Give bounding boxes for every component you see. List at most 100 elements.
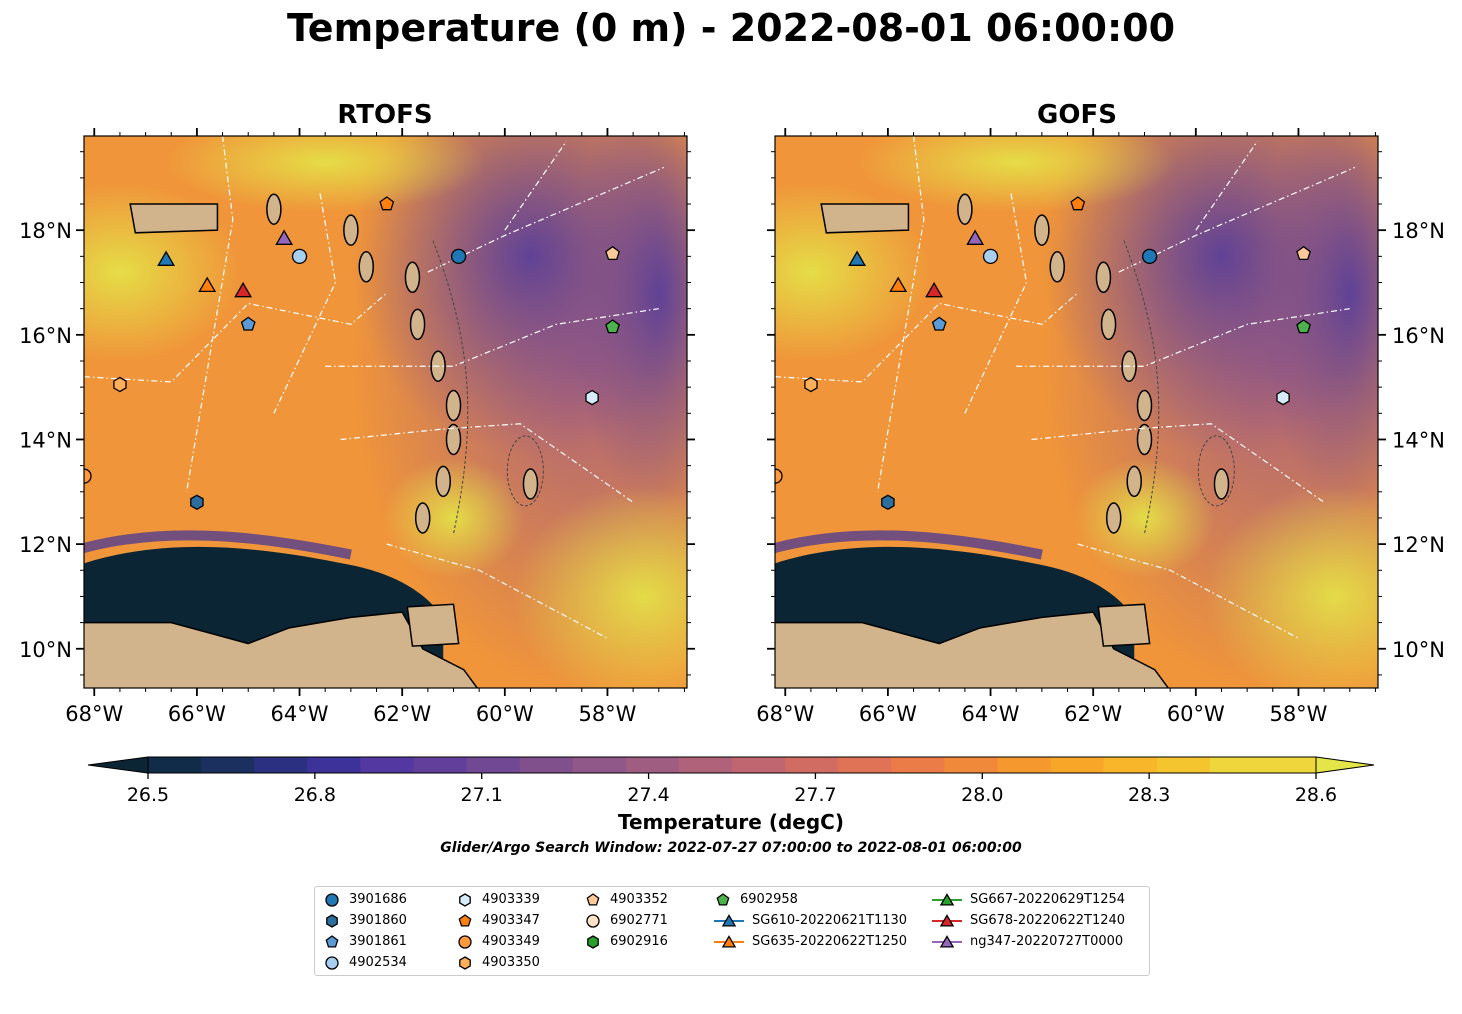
island — [1136, 423, 1153, 456]
legend-marker — [459, 893, 471, 907]
marker-4903352 — [1296, 245, 1311, 261]
legend-item: ng347-20220727T0000 — [932, 933, 1123, 951]
legend-label: SG610-20220621T1130 — [752, 913, 908, 928]
legend-item: 4903339 — [456, 891, 540, 909]
colorbar-max-extension — [1315, 756, 1375, 774]
marker-4903339 — [585, 389, 599, 406]
marker-SG678-20220622T1240 — [234, 281, 253, 298]
eez-boundary — [1195, 140, 1258, 231]
colorbar-segment — [785, 757, 839, 773]
x-tick-label: 66°W — [168, 702, 226, 726]
colorbar: 26.5 26.8 27.1 27.4 27.7 28.0 28.3 28.6 — [87, 756, 1375, 806]
legend-item: 6902916 — [584, 933, 668, 951]
colorbar-segment — [360, 757, 414, 773]
legend-label: ng347-20220727T0000 — [970, 934, 1124, 949]
legend-marker — [939, 914, 955, 927]
legend-label: 3901861 — [349, 934, 407, 949]
legend-item: SG678-20220622T1240 — [932, 912, 1125, 930]
legend-item: SG635-20220622T1250 — [714, 933, 907, 951]
marker-4902534 — [291, 248, 308, 264]
island — [445, 423, 462, 456]
legend-item: 3901860 — [323, 912, 407, 930]
legend-marker-icon — [714, 935, 744, 948]
legend-item: 6902958 — [714, 891, 798, 909]
legend-label: SG678-20220622T1240 — [970, 913, 1126, 928]
marker-3901861 — [240, 316, 256, 331]
colorbar-segment — [1156, 757, 1211, 773]
island — [1213, 468, 1230, 500]
legend-marker — [939, 935, 955, 948]
legend-label: 4903352 — [610, 892, 668, 907]
legend-marker-icon — [459, 956, 471, 970]
legend-marker-icon — [458, 914, 472, 927]
island — [358, 251, 375, 283]
marker-4903352 — [605, 245, 620, 261]
colorbar-tick-label: 27.4 — [627, 784, 669, 806]
legend-marker-icon — [586, 914, 600, 928]
marker-SG635-20220622T1250 — [889, 276, 908, 293]
marker-3901686 — [1141, 248, 1158, 264]
bathymetry-contour — [432, 240, 469, 534]
marker-4903339 — [1276, 389, 1290, 406]
legend-label: 6902771 — [610, 913, 668, 928]
legend-marker-icon — [932, 893, 962, 906]
marker-4903350 — [113, 376, 127, 393]
colorbar-segment — [413, 757, 468, 773]
y-tick-label: 16°N — [1392, 324, 1445, 348]
colorbar-segment — [732, 757, 786, 773]
island — [414, 502, 431, 534]
colorbar-segment — [678, 757, 733, 773]
marker-6902958 — [605, 319, 620, 334]
x-tick-label: 62°W — [373, 702, 431, 726]
y-tick-label: 16°N — [19, 324, 72, 348]
x-tick-label: 68°W — [756, 702, 814, 726]
land-south-america — [775, 611, 1170, 688]
legend-item: 4903352 — [584, 891, 668, 909]
y-tick-label: 10°N — [1392, 638, 1445, 662]
x-tick-label: 64°W — [962, 702, 1020, 726]
legend-label: 4903347 — [482, 913, 540, 928]
x-tick-label: 62°W — [1064, 702, 1122, 726]
marker-6902958 — [1296, 319, 1311, 334]
legend-marker — [587, 935, 599, 949]
cool-anomaly — [1259, 136, 1378, 513]
island — [522, 468, 539, 500]
colorbar-min-extension — [87, 756, 149, 774]
colorbar-segment — [1103, 757, 1158, 773]
eez-boundary — [504, 140, 567, 231]
eez-boundary — [325, 308, 659, 367]
warm-patch — [513, 486, 687, 688]
colorbar-segment — [148, 757, 202, 773]
legend-label: 4903339 — [482, 892, 540, 907]
legend-label: 4903349 — [482, 934, 540, 949]
land-trinidad — [1097, 603, 1151, 647]
marker-4903347 — [1070, 196, 1086, 211]
search-window-text: Glider/Argo Search Window: 2022-07-27 07… — [440, 840, 1022, 856]
legend-label: 4902534 — [349, 955, 407, 970]
x-tick-label: 66°W — [859, 702, 917, 726]
y-tick-label: 18°N — [1392, 219, 1445, 243]
colorbar-segment — [466, 757, 521, 773]
legend-marker — [458, 935, 472, 949]
marker-4902534 — [982, 248, 999, 264]
marker-4903349 — [775, 468, 783, 484]
eez-boundary — [964, 193, 1028, 414]
legend-marker — [325, 893, 339, 907]
land-trinidad — [406, 603, 460, 647]
cold-front — [775, 530, 1043, 560]
y-tick-label: 10°N — [19, 638, 72, 662]
marker-SG610-20220621T1130 — [848, 250, 867, 266]
bathymetry-contour — [506, 435, 544, 507]
x-tick-label: 64°W — [271, 702, 329, 726]
colorbar-segment — [625, 757, 680, 773]
legend-marker — [459, 956, 471, 970]
panel-title-rtofs: RTOFS — [337, 100, 433, 130]
legend-marker-icon — [325, 956, 339, 970]
legend-marker-icon — [932, 914, 962, 927]
colorbar-segment — [1050, 757, 1105, 773]
eez-boundary — [186, 136, 234, 492]
x-tick-label: 60°W — [1167, 702, 1225, 726]
legend-marker — [939, 893, 955, 906]
colorbar-segment — [307, 757, 361, 773]
legend-item: 3901686 — [323, 891, 407, 909]
